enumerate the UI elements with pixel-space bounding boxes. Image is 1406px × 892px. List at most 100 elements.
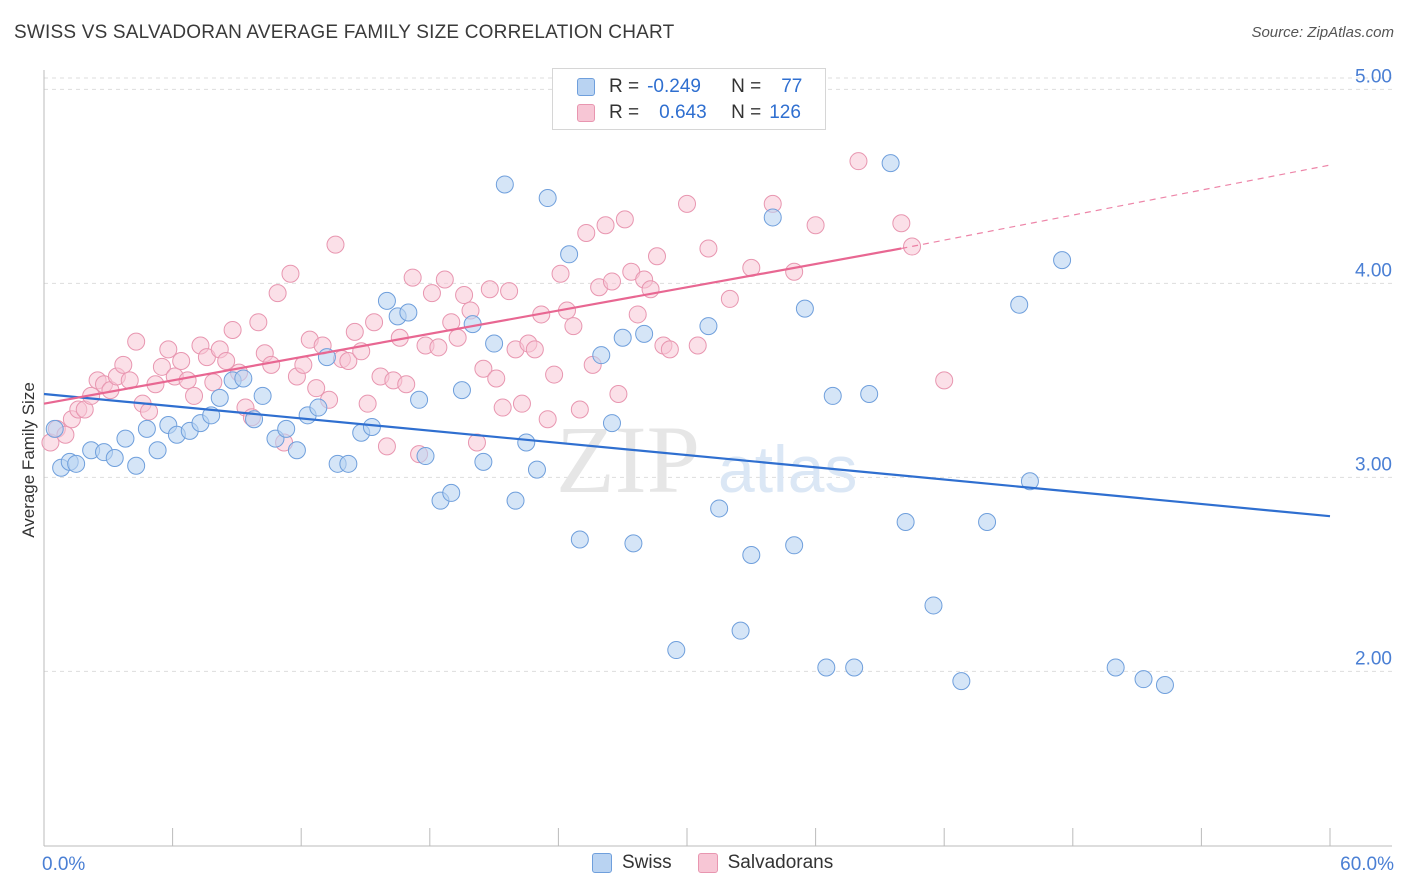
swiss-point xyxy=(1155,675,1174,694)
salvadoran-legend-label: Salvadorans xyxy=(727,852,834,873)
swiss-point xyxy=(1020,472,1039,491)
salvadoran-point xyxy=(935,371,954,390)
legend-item-swiss: Swiss xyxy=(592,852,672,874)
correlation-legend: R = -0.249 N = 77 R = 0.643 N = 126 xyxy=(552,68,826,130)
salvadoran-point xyxy=(903,237,922,256)
swiss-point xyxy=(785,536,804,555)
swiss-point xyxy=(742,546,761,564)
swiss-point xyxy=(527,460,546,479)
salvadoran-point xyxy=(500,282,519,301)
salvadoran-r-value: 0.643 xyxy=(659,102,707,123)
salvadoran-point xyxy=(339,352,358,370)
source-label: Source: ZipAtlas.com xyxy=(1251,24,1394,41)
swiss-legend-swatch xyxy=(592,853,612,873)
salvadoran-n-value: 126 xyxy=(769,102,801,123)
swiss-point xyxy=(860,384,879,403)
salvadoran-point xyxy=(892,214,911,233)
salvadoran-point xyxy=(345,322,364,341)
swiss-point xyxy=(570,530,589,549)
swiss-point xyxy=(148,441,167,460)
swiss-point xyxy=(1134,670,1153,689)
swiss-point xyxy=(538,189,557,208)
swiss-point xyxy=(560,245,579,264)
salvadoran-point xyxy=(628,305,647,324)
salvadoran-point xyxy=(152,357,171,376)
salvadoran-r-label: R = xyxy=(609,102,640,123)
swiss-point xyxy=(952,672,971,691)
salvadoran-legend-swatch xyxy=(697,853,718,873)
salvadoran-point xyxy=(480,280,499,299)
salvadoran-point xyxy=(185,386,204,405)
salvadoran-point xyxy=(806,216,825,235)
chart-title: SWISS VS SALVADORAN AVERAGE FAMILY SIZE … xyxy=(14,22,675,43)
swiss-point xyxy=(817,658,836,677)
watermark: ZIP atlas xyxy=(556,406,857,513)
y-tick-label: 4.00 xyxy=(1355,260,1392,281)
salvadoran-point xyxy=(570,400,589,419)
swiss-point xyxy=(277,419,296,438)
salvadoran-point xyxy=(403,268,422,287)
salvadoran-point xyxy=(551,264,570,283)
x-tick-label-start: 0.0% xyxy=(42,854,85,875)
swiss-point xyxy=(924,596,943,615)
salvadoran-point xyxy=(281,264,300,283)
swiss-point xyxy=(127,456,146,475)
swiss-r-label: R = xyxy=(609,76,640,97)
salvadoran-point xyxy=(178,371,197,390)
salvadoran-point xyxy=(429,338,448,357)
swiss-point xyxy=(474,452,493,471)
swiss-point xyxy=(881,154,900,173)
salvadoran-point xyxy=(159,340,178,359)
salvadoran-point xyxy=(397,375,416,394)
legend-row-swiss: R = -0.249 N = 77 xyxy=(577,75,802,99)
salvadoran-point xyxy=(268,284,287,303)
salvadoran-point xyxy=(365,313,384,332)
swiss-point xyxy=(234,369,253,388)
salvadoran-point xyxy=(577,223,596,242)
trend-lines xyxy=(43,164,1331,518)
axes xyxy=(43,70,1392,847)
legend-item-salvadorans: Salvadorans xyxy=(697,852,834,874)
salvadoran-point xyxy=(249,313,268,332)
salvadoran-point xyxy=(172,352,191,370)
tick-labels: 2.00 3.00 4.00 5.00 0.0% 60.0% xyxy=(42,66,1394,875)
y-axis-label: Average Family Size xyxy=(19,382,38,538)
salvadoran-points xyxy=(41,152,954,464)
swiss-point xyxy=(137,419,156,438)
salvadoran-point xyxy=(487,369,506,388)
swiss-point xyxy=(699,317,718,336)
salvadoran-point xyxy=(217,352,236,370)
swiss-point xyxy=(710,499,729,518)
swiss-point xyxy=(45,419,64,438)
salvadoran-n-label: N = xyxy=(731,102,762,123)
swiss-swatch xyxy=(577,78,595,96)
salvadoran-point xyxy=(660,340,679,359)
swiss-point xyxy=(67,454,86,473)
swiss-point xyxy=(339,454,358,473)
swiss-point xyxy=(362,417,381,436)
salvadoran-trend-extension xyxy=(901,164,1331,250)
swiss-point xyxy=(613,328,632,347)
salvadoran-point xyxy=(615,210,634,229)
salvadoran-point xyxy=(720,289,739,308)
salvadoran-point xyxy=(493,398,512,417)
swiss-point xyxy=(116,429,135,448)
salvadoran-point xyxy=(467,433,486,452)
salvadoran-point xyxy=(223,320,242,339)
swiss-point xyxy=(309,398,328,417)
series-legend: Swiss Salvadorans xyxy=(592,852,859,874)
swiss-point xyxy=(399,303,418,322)
swiss-point xyxy=(452,381,471,400)
watermark-zip: ZIP xyxy=(556,406,700,513)
salvadoran-point xyxy=(609,384,628,403)
swiss-point xyxy=(1010,295,1029,314)
salvadoran-point xyxy=(545,365,564,384)
swiss-point xyxy=(823,386,842,405)
swiss-point xyxy=(635,324,654,343)
salvadoran-swatch xyxy=(577,104,595,122)
salvadoran-point xyxy=(262,355,281,374)
swiss-point xyxy=(416,447,435,466)
swiss-point xyxy=(210,388,229,407)
salvadoran-point xyxy=(127,332,146,351)
